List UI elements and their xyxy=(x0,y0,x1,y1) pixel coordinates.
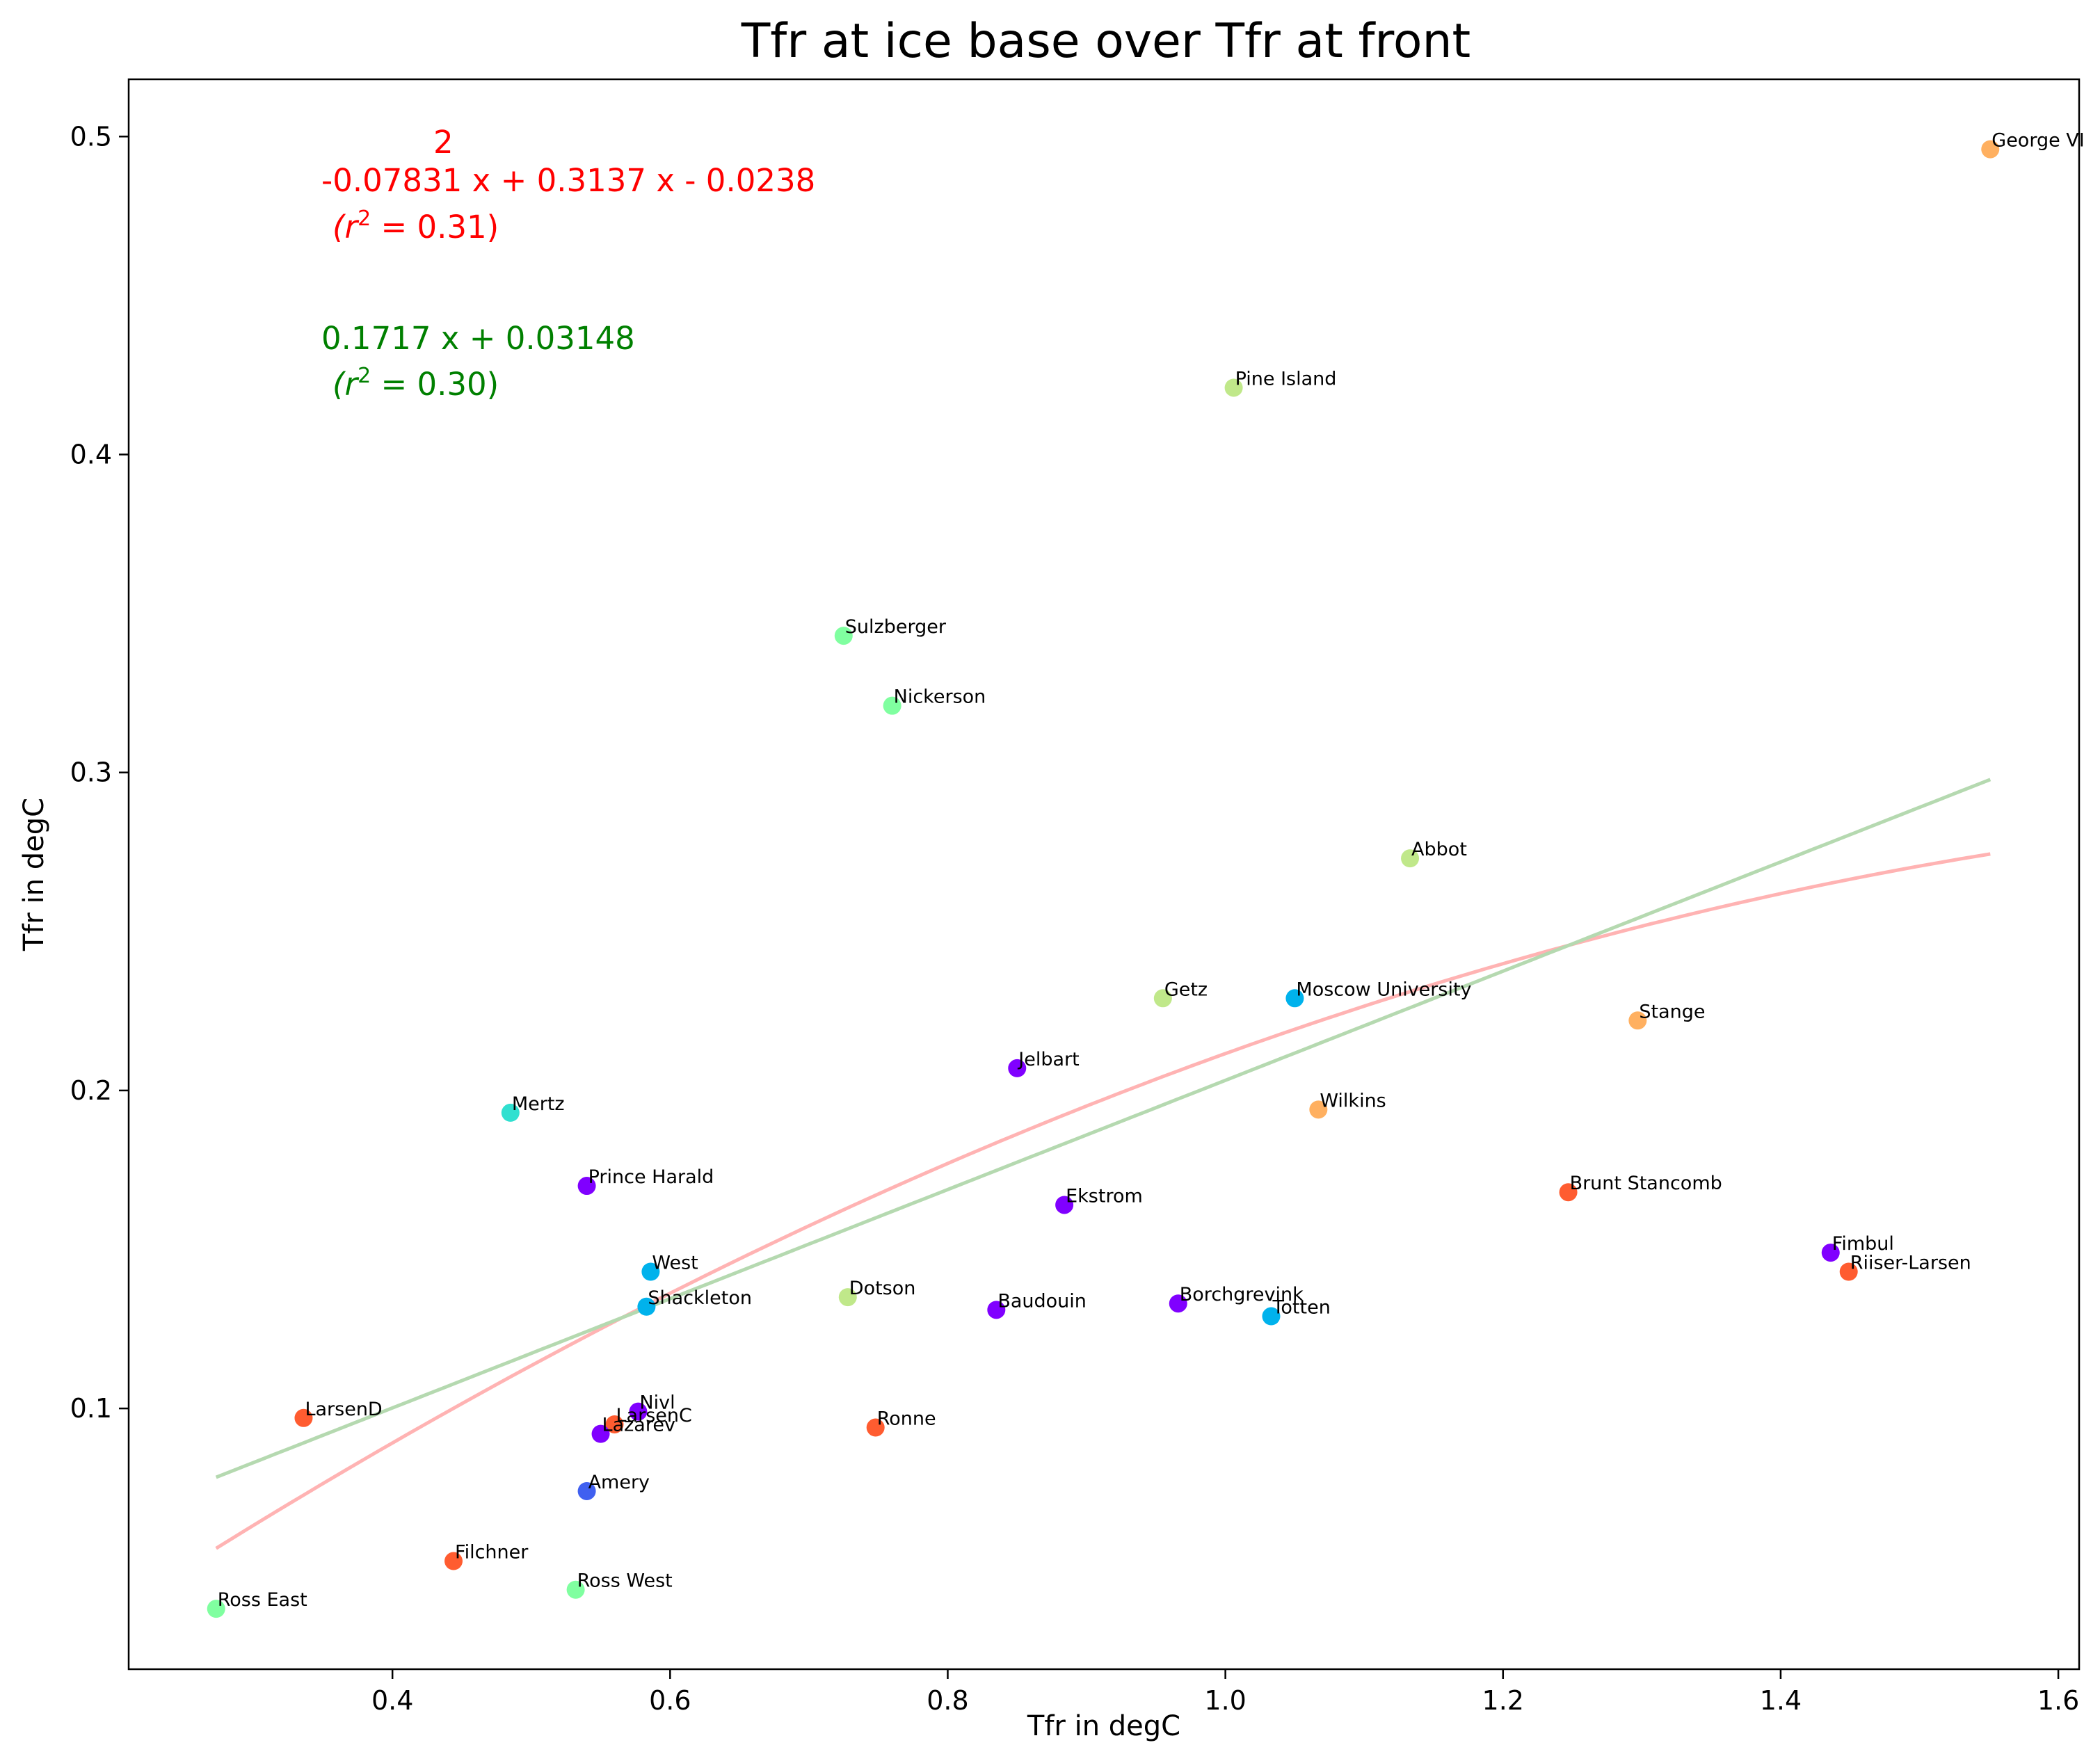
x-tick-label: 1.2 xyxy=(1482,1685,1524,1716)
data-point-label: Amery xyxy=(588,1472,650,1493)
data-point xyxy=(1153,989,1172,1008)
data-point xyxy=(294,1408,313,1427)
fit-lines xyxy=(215,778,1991,1550)
point-labels: George VI Pine Island Sulzberger Nickerson A… xyxy=(218,130,2085,1611)
data-point-label: Jelbart xyxy=(1017,1049,1079,1070)
y-tick-label: 0.3 xyxy=(70,757,112,788)
data-point xyxy=(207,1600,225,1618)
data-point-label: Sulzberger xyxy=(845,616,947,638)
data-point-label: Abbot xyxy=(1411,839,1467,860)
data-point-label: Stange xyxy=(1639,1001,1705,1022)
poly-fit-line xyxy=(215,852,1991,1550)
x-axis: 0.4 0.6 0.8 1.0 1.2 1.4 1.6 xyxy=(371,1669,2079,1716)
data-point-label: Totten xyxy=(1272,1297,1330,1319)
data-point-label: Filchner xyxy=(455,1542,529,1563)
data-point-label: Prince Harald xyxy=(588,1166,714,1188)
data-point xyxy=(1309,1100,1328,1119)
data-point xyxy=(1839,1262,1858,1281)
data-point-label: Dotson xyxy=(849,1278,916,1299)
data-point-label: Mertz xyxy=(512,1093,565,1115)
data-point-label: Getz xyxy=(1164,979,1208,1000)
data-point-label: Nivl xyxy=(639,1392,675,1414)
data-point xyxy=(577,1481,596,1500)
data-point-label: Borchgrevink xyxy=(1180,1284,1304,1305)
data-point-label: Nickerson xyxy=(894,686,986,708)
poly-fit-exponent: 2 xyxy=(433,124,454,161)
data-point xyxy=(883,696,901,715)
x-tick-label: 1.4 xyxy=(1760,1685,1802,1716)
poly-fit-equation: -0.07831 x + 0.3137 x - 0.0238 xyxy=(321,162,815,199)
plot-frame xyxy=(127,78,2081,1671)
data-point xyxy=(1628,1011,1647,1030)
data-point xyxy=(1224,378,1243,397)
data-point xyxy=(1285,989,1304,1008)
data-point xyxy=(1981,140,2000,159)
data-point xyxy=(1262,1307,1281,1326)
data-point-label: West xyxy=(652,1253,698,1274)
data-point-label: Fimbul xyxy=(1832,1233,1894,1255)
data-point-label: Ronne xyxy=(877,1408,936,1430)
y-tick-label: 0.2 xyxy=(70,1075,112,1106)
y-axis-label: Tfr in degC xyxy=(18,798,50,951)
data-point-label: Pine Island xyxy=(1235,368,1337,389)
data-point xyxy=(591,1424,610,1443)
data-point xyxy=(444,1552,463,1570)
data-point xyxy=(501,1103,520,1122)
x-tick-label: 1.6 xyxy=(2037,1685,2079,1716)
data-point xyxy=(987,1301,1006,1319)
data-point-label: LarsenD xyxy=(305,1399,382,1420)
data-point-label: Brunt Stancomb xyxy=(1570,1173,1722,1194)
y-tick-label: 0.1 xyxy=(70,1393,112,1424)
y-axis: 0.1 0.2 0.3 0.4 0.5 xyxy=(70,121,129,1424)
data-point xyxy=(577,1177,596,1196)
data-point xyxy=(1401,849,1420,868)
data-point-label: Ross West xyxy=(577,1570,673,1592)
data-point xyxy=(641,1262,660,1281)
data-point-label: Ekstrom xyxy=(1066,1185,1143,1207)
x-axis-label: Tfr in degC xyxy=(1027,1710,1180,1742)
x-tick-label: 0.4 xyxy=(371,1685,413,1716)
data-point xyxy=(1559,1183,1578,1202)
data-point-label: Shackleton xyxy=(648,1287,752,1309)
scatter-points xyxy=(207,140,2000,1618)
linear-fit-equation: 0.1717 x + 0.03148 xyxy=(321,320,635,357)
x-tick-label: 0.6 xyxy=(649,1685,691,1716)
x-tick-label: 0.8 xyxy=(927,1685,968,1716)
y-tick-label: 0.4 xyxy=(70,439,112,469)
data-point-label: LarsenC xyxy=(616,1405,692,1426)
poly-fit-annotation: 2 -0.07831 x + 0.3137 x - 0.0238 (r2 = 0… xyxy=(321,124,815,246)
data-point-label: Baudouin xyxy=(997,1290,1087,1312)
data-point xyxy=(834,627,853,645)
data-point xyxy=(1821,1244,1840,1262)
data-point xyxy=(629,1402,648,1421)
data-point-label: Riiser-Larsen xyxy=(1850,1253,1971,1274)
data-point-label: Wilkins xyxy=(1320,1090,1386,1111)
linear-fit-r2: (r2 = 0.30) xyxy=(332,364,499,403)
data-point xyxy=(1169,1294,1187,1313)
data-point-label: Moscow University xyxy=(1296,979,1471,1000)
linear-fit-annotation: 0.1717 x + 0.03148 (r2 = 0.30) xyxy=(321,320,635,403)
y-tick-label: 0.5 xyxy=(70,121,112,152)
data-point xyxy=(1055,1196,1074,1214)
data-point xyxy=(637,1297,656,1316)
linear-fit-line xyxy=(215,778,1991,1479)
data-point-label: Ross East xyxy=(218,1589,307,1611)
data-point xyxy=(866,1418,885,1437)
data-point xyxy=(605,1415,624,1433)
data-point-label: Lazarev xyxy=(602,1415,675,1436)
chart-title: Tfr at ice base over Tfr at front xyxy=(741,14,1470,69)
x-tick-label: 1.0 xyxy=(1204,1685,1246,1716)
data-point xyxy=(1008,1059,1027,1077)
data-point-label: George VI xyxy=(1991,130,2084,152)
data-point xyxy=(566,1580,585,1599)
data-point xyxy=(838,1288,857,1307)
poly-fit-r2: (r2 = 0.31) xyxy=(332,207,499,246)
